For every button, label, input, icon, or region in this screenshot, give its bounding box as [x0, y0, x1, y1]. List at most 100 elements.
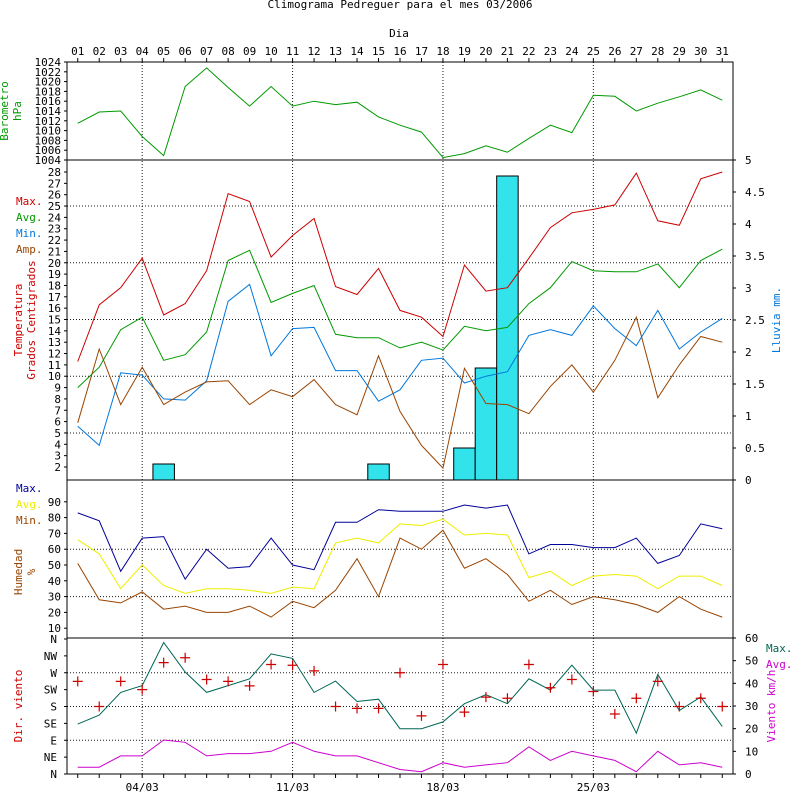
- dir-tick-label: E: [50, 734, 57, 747]
- y-tick-label: 2: [54, 461, 61, 474]
- humidity-legend-2: Min.: [16, 514, 43, 527]
- wind-speed-axis-label: Viento km/h: [765, 670, 778, 743]
- y-tick-label: 28: [48, 166, 61, 179]
- y-tick-label: 60: [48, 543, 61, 556]
- panel-frame-2: [66, 479, 734, 639]
- day-label-10: 10: [264, 45, 277, 58]
- y-tick-label: 15: [48, 314, 61, 327]
- wind-dir-marker: [717, 701, 728, 712]
- y-tick-label: 1004: [35, 154, 62, 167]
- humidity-legend-1: Avg.: [16, 498, 43, 511]
- day-label-13: 13: [329, 45, 342, 58]
- y-tick-label: 25: [48, 200, 61, 213]
- y-tick-label: 7: [54, 404, 61, 417]
- y-tick-label: 19: [48, 268, 61, 281]
- wind-dir-marker: [395, 667, 405, 678]
- y-tick-label: 50: [48, 559, 61, 572]
- wind-dir-marker: [652, 676, 663, 687]
- x-axis-label: Dia: [389, 27, 409, 40]
- wind-dir-marker: [158, 657, 169, 668]
- day-label-04: 04: [136, 45, 150, 58]
- dir-tick-label: W: [50, 667, 57, 680]
- wind-dir-marker: [416, 710, 427, 721]
- y-tick-label: 70: [48, 527, 61, 540]
- y-tick-label: 1024: [35, 56, 62, 69]
- wind-dir-axis-label: Dir. viento: [12, 670, 25, 743]
- day-label-27: 27: [630, 45, 643, 58]
- day-label-28: 28: [651, 45, 664, 58]
- y-tick-label: 10: [48, 370, 61, 383]
- date-label: 11/03: [276, 781, 309, 794]
- y-tick-label: 10: [48, 622, 61, 635]
- temp-line-1: [77, 248, 723, 388]
- y-tick-label: 5: [54, 427, 61, 440]
- wind-dir-marker: [566, 674, 577, 685]
- day-label-21: 21: [501, 45, 514, 58]
- day-label-07: 07: [200, 45, 213, 58]
- day-label-23: 23: [544, 45, 557, 58]
- y2-tick-label: 60: [745, 632, 758, 645]
- y2-tick-label: 1: [745, 410, 752, 423]
- day-label-08: 08: [222, 45, 235, 58]
- day-label-05: 05: [157, 45, 170, 58]
- y-tick-label: 16: [48, 302, 61, 315]
- day-label-26: 26: [608, 45, 621, 58]
- y-tick-label: 1008: [35, 134, 62, 147]
- y-tick-label: 22: [48, 234, 61, 247]
- day-label-15: 15: [372, 45, 385, 58]
- temp-line-3: [77, 315, 723, 470]
- y2-tick-label: 10: [745, 745, 758, 758]
- y2-tick-label: 2.5: [745, 314, 765, 327]
- dir-tick-label: N: [50, 768, 57, 781]
- y2-tick-label: 0: [745, 768, 752, 781]
- wind-avg-line: [77, 739, 723, 773]
- day-label-22: 22: [522, 45, 535, 58]
- barometer-line: [77, 67, 723, 159]
- y2-tick-label: 5: [745, 154, 752, 167]
- temp-legend-1: Avg.: [16, 211, 43, 224]
- y-tick-label: 12: [48, 348, 61, 361]
- dir-tick-label: NE: [44, 751, 57, 764]
- y-tick-label: 1016: [35, 95, 62, 108]
- wind-dir-marker: [223, 676, 234, 687]
- wind-dir-marker: [115, 676, 126, 687]
- chart-layer: 01 02 03 04 05 06 07 08 09 10 11 12 13 14 15 16 17 18 19 20…: [0, 45, 793, 794]
- y2-tick-label: 0.5: [745, 442, 765, 455]
- wind-legend-avg: Avg.: [766, 658, 793, 671]
- day-label-14: 14: [350, 45, 364, 58]
- humidity-legend-0: Max.: [16, 482, 43, 495]
- y2-tick-label: 3.5: [745, 250, 765, 263]
- y2-tick-label: 3: [745, 282, 752, 295]
- rain-axis-label: Lluvia mm.: [770, 287, 783, 353]
- y-tick-label: 1014: [35, 105, 62, 118]
- day-label-12: 12: [307, 45, 320, 58]
- wind-dir-marker: [588, 686, 599, 697]
- y-tick-label: 6: [54, 416, 61, 429]
- y-tick-label: 40: [48, 575, 61, 588]
- wind-dir-marker: [137, 684, 148, 695]
- wind-dir-marker: [502, 693, 513, 704]
- wind-dir-marker: [244, 680, 255, 691]
- day-label-29: 29: [673, 45, 686, 58]
- temp-axis-label: TemperaturaGrados Centigrados: [12, 260, 38, 379]
- wind-dir-marker: [459, 707, 470, 718]
- y-tick-label: 24: [48, 211, 62, 224]
- y2-tick-label: 2: [745, 346, 752, 359]
- temp-legend-2: Min.: [16, 227, 43, 240]
- day-label-19: 19: [458, 45, 471, 58]
- wind-dir-marker: [352, 703, 363, 714]
- y2-tick-label: 50: [745, 655, 758, 668]
- dir-tick-label: S: [50, 701, 57, 714]
- day-label-03: 03: [114, 45, 127, 58]
- y-tick-label: 1006: [35, 144, 62, 157]
- y-tick-label: 4: [54, 438, 61, 451]
- wind-legend-max: Max.: [766, 642, 793, 655]
- chart-title: Climograma Pedreguer para el mes 03/2006: [268, 0, 533, 11]
- y-tick-label: 1018: [35, 85, 62, 98]
- date-label: 18/03: [426, 781, 459, 794]
- day-label-31: 31: [716, 45, 729, 58]
- y-tick-label: 9: [54, 382, 61, 395]
- y-tick-label: 30: [48, 591, 61, 604]
- wind-dir-marker: [330, 701, 341, 712]
- day-label-17: 17: [415, 45, 428, 58]
